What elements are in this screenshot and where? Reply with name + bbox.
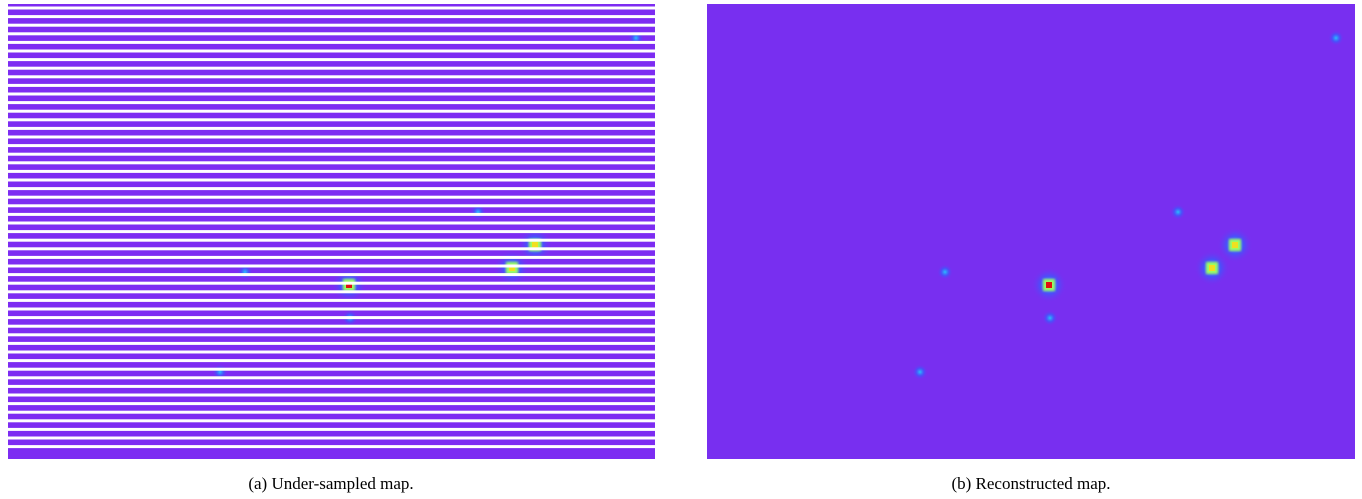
- missing-row: [8, 135, 655, 139]
- hot-spot-core: [532, 242, 538, 248]
- missing-row: [8, 169, 655, 173]
- missing-row: [8, 144, 655, 148]
- hot-spot-halo: [912, 364, 928, 380]
- missing-row: [8, 247, 655, 251]
- missing-row: [8, 161, 655, 165]
- hot-spot-core: [346, 282, 352, 288]
- missing-row: [8, 427, 655, 431]
- missing-row: [8, 445, 655, 449]
- hot-spot-halo: [1170, 204, 1186, 220]
- missing-row: [8, 273, 655, 277]
- missing-row: [8, 83, 655, 87]
- missing-row: [8, 126, 655, 130]
- missing-row: [8, 350, 655, 354]
- hot-spot-halo: [937, 264, 953, 280]
- missing-row: [8, 178, 655, 182]
- missing-row: [8, 384, 655, 388]
- hot-spot-core: [1232, 242, 1238, 248]
- missing-row: [8, 212, 655, 216]
- hot-spot-core: [1209, 265, 1215, 271]
- missing-row: [8, 92, 655, 96]
- map-background: [707, 4, 1355, 459]
- hot-spot-core: [1046, 282, 1052, 288]
- missing-row: [8, 402, 655, 406]
- under-sampled-map: [8, 4, 655, 459]
- hot-spot-halo: [470, 204, 486, 220]
- missing-row: [8, 316, 655, 320]
- missing-row: [8, 376, 655, 380]
- missing-row: [8, 152, 655, 156]
- missing-row: [8, 118, 655, 122]
- missing-row: [8, 32, 655, 36]
- missing-row: [8, 75, 655, 79]
- hot-spot-halo: [1328, 30, 1344, 46]
- missing-row: [8, 101, 655, 105]
- missing-row: [8, 238, 655, 242]
- missing-row: [8, 66, 655, 70]
- hot-spot-halo: [1042, 310, 1058, 326]
- missing-row: [8, 6, 655, 10]
- missing-row: [8, 49, 655, 53]
- caption: (b) Reconstructed map.: [951, 474, 1110, 493]
- missing-row: [8, 230, 655, 234]
- missing-row: [8, 367, 655, 371]
- missing-row: [8, 341, 655, 345]
- missing-row: [8, 281, 655, 285]
- caption: (a) Under-sampled map.: [248, 474, 413, 493]
- missing-row: [8, 307, 655, 311]
- missing-row: [8, 298, 655, 302]
- missing-row: [8, 290, 655, 294]
- missing-row: [8, 264, 655, 268]
- missing-row: [8, 23, 655, 27]
- missing-row: [8, 40, 655, 44]
- hot-spot-core: [509, 265, 515, 271]
- reconstructed-map: [707, 4, 1355, 459]
- missing-row: [8, 359, 655, 363]
- missing-row: [8, 58, 655, 62]
- missing-row: [8, 204, 655, 208]
- missing-row: [8, 393, 655, 397]
- missing-row: [8, 187, 655, 191]
- missing-row: [8, 109, 655, 113]
- missing-row: [8, 255, 655, 259]
- missing-row: [8, 410, 655, 414]
- missing-row: [8, 333, 655, 337]
- missing-row: [8, 15, 655, 19]
- missing-row: [8, 221, 655, 225]
- missing-row: [8, 324, 655, 328]
- missing-row: [8, 195, 655, 199]
- missing-row: [8, 419, 655, 423]
- missing-row: [8, 436, 655, 440]
